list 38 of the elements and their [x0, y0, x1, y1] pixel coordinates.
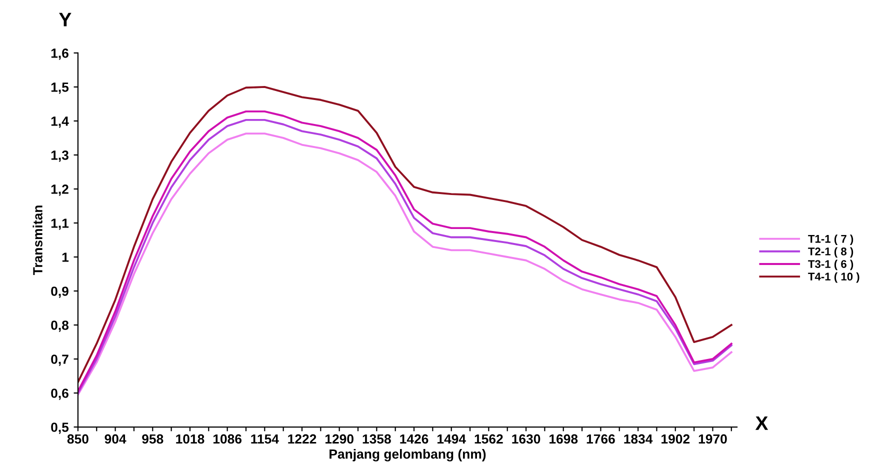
y-tick-label: 1,4: [51, 116, 69, 128]
x-tick-label: 1698: [550, 434, 578, 444]
x-tick-label: 1154: [251, 434, 279, 444]
y-tick-label: 1,6: [51, 48, 68, 60]
y-tick-label: 1,3: [51, 150, 68, 162]
x-tick-label: 1358: [362, 434, 391, 444]
y-tick-label: 0,6: [51, 388, 68, 400]
y-axis-title: Transmitan: [32, 206, 42, 276]
x-tick-label: 850: [67, 434, 88, 444]
x-tick-label: 1834: [624, 434, 653, 444]
y-tick-label: 0,7: [51, 354, 68, 366]
y-tick-label: 0,9: [51, 286, 68, 298]
legend-label: T4-1 ( 10 ): [808, 272, 860, 283]
y-tick-label: 1,1: [51, 218, 69, 230]
text: X: [755, 416, 768, 430]
y-tick-label: 0,8: [51, 320, 69, 332]
y-tick-label: 0,5: [51, 422, 69, 434]
legend-label: T1-1 ( 7 ): [808, 234, 854, 245]
x-tick-label: 1970: [698, 434, 727, 444]
x-tick-label: 904: [104, 434, 126, 444]
x-tick-label: 1630: [512, 434, 540, 444]
x-tick-label: 1290: [325, 434, 354, 444]
x-tick-label: 1902: [662, 434, 690, 444]
x-tick-label: 1222: [288, 434, 316, 444]
x-tick-label: 1086: [213, 434, 242, 444]
legend-label: T2-1 ( 8 ): [808, 247, 854, 258]
x-axis-title: Panjang gelombang (nm): [330, 449, 486, 462]
y-tick-label: 1: [62, 252, 69, 262]
y-tick-label: 1,5: [51, 82, 69, 94]
x-tick-label: 1766: [586, 434, 615, 444]
text: Y: [59, 12, 72, 26]
x-tick-label: 958: [142, 434, 164, 444]
x-tick-label: 1494: [438, 434, 466, 444]
legend-label: T3-1 ( 6 ): [808, 260, 854, 270]
x-tick-label: 1426: [400, 434, 428, 444]
x-tick-label: 1018: [176, 434, 204, 444]
y-tick-label: 1,2: [51, 184, 68, 196]
x-tick-label: 1562: [474, 434, 503, 444]
